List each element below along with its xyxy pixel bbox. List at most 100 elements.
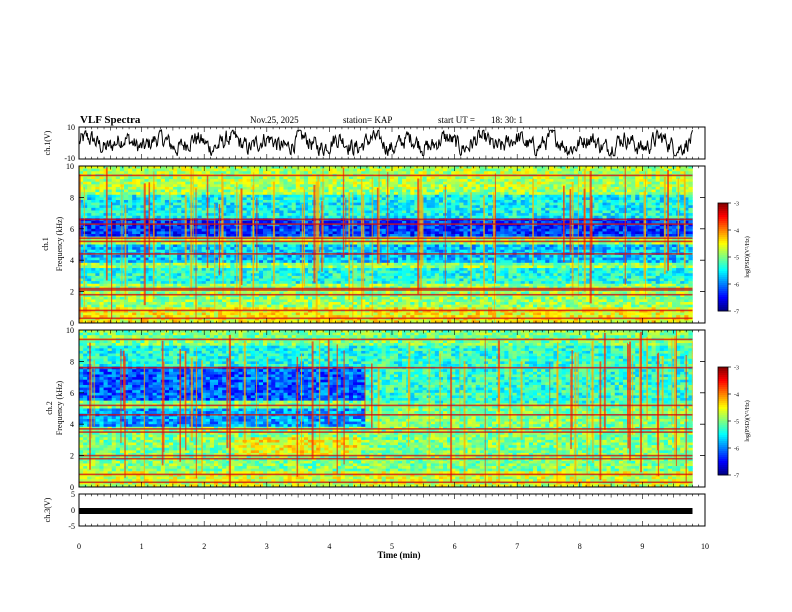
spec-cell [164, 207, 170, 211]
spec-cell [483, 181, 489, 185]
spec-cell [353, 249, 358, 253]
spec-cell [348, 197, 354, 201]
spec-cell [508, 228, 513, 232]
spec-cell [99, 231, 104, 235]
spec-cell [226, 189, 231, 193]
spec-cell [651, 181, 656, 185]
spec-cell [381, 215, 387, 219]
spec-cell [553, 189, 558, 193]
spec-cell [455, 202, 460, 206]
spec-cell [295, 228, 301, 232]
spec-cell [483, 168, 489, 172]
spec-cell [667, 244, 673, 248]
spec-cell [479, 231, 485, 235]
spec-cell [594, 228, 599, 232]
spec-cell [565, 200, 571, 203]
spec-cell [185, 189, 190, 193]
spec-cell [430, 231, 436, 235]
spec-cell [594, 171, 599, 175]
spec-cell [287, 192, 292, 196]
spec-cell [83, 184, 88, 188]
spec-cell [365, 184, 370, 188]
spec-cell [459, 249, 464, 253]
spec-cell [447, 192, 452, 196]
spec-cell [573, 197, 579, 201]
spec-cell [201, 200, 207, 203]
spec-cell [140, 181, 145, 185]
spec-cell [496, 184, 501, 188]
spec-cell [651, 171, 656, 175]
spec-cell [389, 223, 395, 227]
spec-cell [263, 213, 268, 217]
spec-cell [140, 186, 145, 190]
spec-cell [487, 241, 493, 245]
spec-cell [577, 171, 583, 175]
spec-cell [79, 205, 84, 209]
spec-cell [475, 207, 481, 211]
spec-cell [156, 184, 162, 188]
spec-cell [553, 226, 558, 230]
spec-cell [148, 215, 153, 219]
spec-cell [459, 181, 464, 185]
spec-cell [406, 168, 411, 172]
spec-cell [185, 181, 190, 185]
spec-cell [128, 213, 133, 217]
spec-cell [663, 176, 669, 180]
spec-cell [79, 247, 84, 251]
spec-cell [83, 168, 88, 172]
spec-cell [242, 247, 247, 251]
spec-cell [381, 207, 387, 211]
spec-cell [140, 176, 145, 180]
spec-cell [209, 231, 215, 235]
spec-cell [181, 168, 186, 172]
spec-cell [213, 192, 219, 196]
spec-cell [655, 223, 661, 227]
spec-cell [246, 202, 252, 206]
spec-cell [504, 168, 509, 172]
spec-cell [410, 166, 415, 169]
spec-cell [279, 200, 284, 203]
spec-cell [618, 247, 624, 251]
spec-cell [483, 186, 489, 190]
spec-cell [598, 226, 603, 230]
spec-cell [549, 226, 554, 230]
spec-cell [201, 184, 207, 188]
spec-cell [185, 234, 190, 237]
spec-cell [602, 179, 607, 182]
spec-cell [471, 168, 477, 172]
spec-cell [373, 166, 378, 169]
spec-cell [234, 166, 239, 169]
spec-cell [336, 179, 342, 182]
spec-cell [500, 241, 505, 245]
spec-cell [447, 210, 452, 214]
spec-cell [95, 179, 100, 182]
spec-cell [140, 184, 145, 188]
spec-cell [545, 249, 550, 253]
spec-cell [115, 186, 121, 190]
spec-cell [209, 179, 215, 182]
spec-cell [152, 166, 158, 169]
spec-cell [164, 181, 170, 185]
spec-cell [659, 249, 665, 253]
spec-cell [79, 207, 84, 211]
spec-cell [487, 223, 493, 227]
spec-cell [414, 223, 419, 227]
spec-cell [631, 166, 636, 169]
spec-cell [459, 220, 464, 224]
spec-cell [160, 171, 166, 175]
spec-cell [148, 247, 153, 251]
spec-cell [541, 179, 546, 182]
spec-cell [308, 231, 313, 235]
spec-cell [553, 194, 558, 198]
spec-cell [614, 184, 620, 188]
spec-cell [680, 231, 685, 235]
spec-cell [467, 226, 472, 230]
spec-cell [438, 223, 444, 227]
spec-cell [590, 186, 595, 190]
spec-cell [577, 223, 583, 227]
spec-cell [144, 213, 149, 217]
spec-cell [332, 241, 337, 245]
spec-cell [111, 213, 117, 217]
spec-cell [680, 168, 685, 172]
spec-cell [103, 192, 108, 196]
